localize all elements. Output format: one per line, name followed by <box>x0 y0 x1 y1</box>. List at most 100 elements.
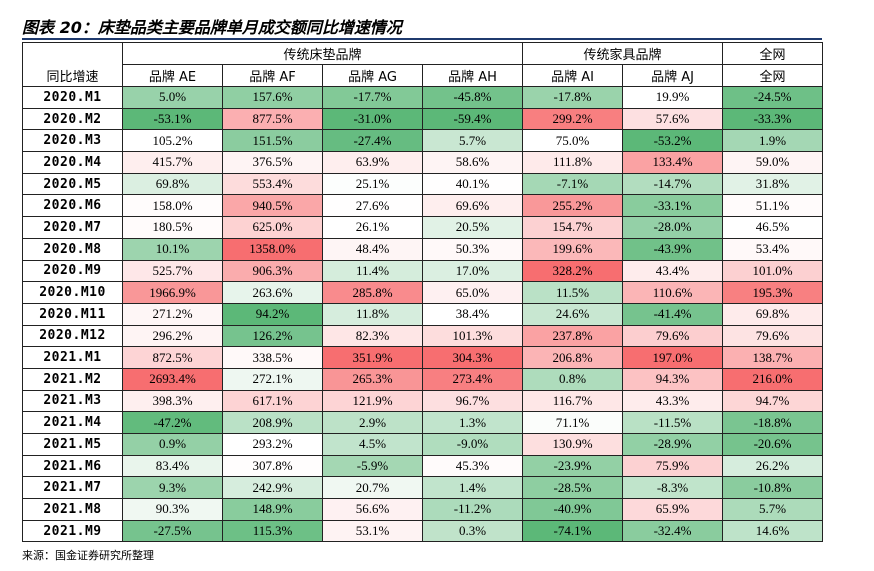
cell: 307.8% <box>222 454 323 478</box>
cell: 265.3% <box>322 367 423 391</box>
cell: 1.3% <box>421 411 524 434</box>
cell: 58.6% <box>421 151 524 174</box>
data-row: 2021.M3 398.3% 617.1% 121.9% 96.7% 116.7% 43.3… <box>22 389 824 413</box>
row-label: 2020.M9 <box>22 259 123 283</box>
cell: 272.1% <box>222 367 323 391</box>
cell: 56.6% <box>322 498 423 521</box>
cell: 877.5% <box>222 107 323 131</box>
cell: 154.7% <box>522 216 624 239</box>
cell: -40.9% <box>522 498 624 521</box>
row-label: 2021.M8 <box>22 498 123 521</box>
cell: 0.9% <box>122 433 223 456</box>
cell: 351.9% <box>322 346 423 369</box>
data-row: 2020.M10 1966.9% 263.6% 285.8% 65.0% 11.5% 110… <box>22 281 824 304</box>
row-label: 2020.M8 <box>22 237 123 261</box>
group-header: 传统床垫品牌 <box>121 42 524 65</box>
cell: 90.3% <box>122 498 223 521</box>
cell: 1.4% <box>421 476 524 500</box>
cell: -53.2% <box>622 129 724 153</box>
row-label: 2020.M4 <box>22 151 123 174</box>
cell: 20.5% <box>421 216 524 239</box>
data-row: 2020.M1 5.0% 157.6% -17.7% -45.8% -17.8% 19.9%… <box>22 86 824 109</box>
cell: 115.3% <box>222 519 323 543</box>
row-label: 2021.M1 <box>22 346 123 369</box>
cell: 296.2% <box>122 324 223 348</box>
cell: -47.2% <box>122 411 223 434</box>
cell: 5.0% <box>122 86 223 109</box>
corner-cell <box>22 42 123 65</box>
row-label: 2021.M4 <box>22 411 123 434</box>
cell: 75.0% <box>522 129 624 153</box>
row-label: 2020.M11 <box>22 302 123 326</box>
cell: 101.3% <box>421 324 524 348</box>
cell: -27.4% <box>322 129 423 153</box>
cell: 299.2% <box>522 107 624 131</box>
cell: -10.8% <box>722 476 824 500</box>
cell: -28.0% <box>622 216 724 239</box>
cell: 195.3% <box>722 281 824 304</box>
cell: -11.5% <box>622 411 724 434</box>
cell: -17.8% <box>522 86 624 109</box>
cell: 255.2% <box>522 194 624 218</box>
cell: -74.1% <box>522 519 624 543</box>
data-row: 2020.M5 69.8% 553.4% 25.1% 40.1% -7.1% -14.7% 3… <box>22 172 824 196</box>
column-header: 品牌 AG <box>322 64 423 87</box>
cell: -11.2% <box>421 498 524 521</box>
cell: 11.5% <box>522 281 624 304</box>
cell: -33.3% <box>722 107 824 131</box>
data-row: 2020.M2 -53.1% 877.5% -31.0% -59.4% 299.2% 57.… <box>22 107 824 131</box>
cell: 38.4% <box>421 302 524 326</box>
data-row: 2021.M5 0.9% 293.2% 4.5% -9.0% 130.9% -28.9% -2… <box>22 433 824 456</box>
row-label: 2021.M2 <box>22 367 123 391</box>
cell: 11.8% <box>322 302 423 326</box>
cell: 69.8% <box>722 302 824 326</box>
column-header-row: 同比增速 品牌 AE 品牌 AF 品牌 AG 品牌 AH 品牌 AI 品牌 AJ 全网 <box>22 64 824 87</box>
cell: 5.7% <box>722 498 824 521</box>
cell: -7.1% <box>522 172 624 196</box>
cell: 43.4% <box>622 259 724 283</box>
cell: -33.1% <box>622 194 724 218</box>
cell: 273.4% <box>421 367 524 391</box>
cell: 19.9% <box>622 86 724 109</box>
cell: -20.6% <box>722 433 824 456</box>
cell: 105.2% <box>122 129 223 153</box>
cell: 69.6% <box>421 194 524 218</box>
cell: -32.4% <box>622 519 724 543</box>
cell: 96.7% <box>421 389 524 413</box>
cell: 116.7% <box>522 389 624 413</box>
cell: 197.0% <box>622 346 724 369</box>
row-label: 2020.M7 <box>22 216 123 239</box>
data-row: 2021.M7 9.3% 242.9% 20.7% 1.4% -28.5% -8.3% -10… <box>22 476 824 500</box>
cell: 151.5% <box>222 129 323 153</box>
data-row: 2020.M11 271.2% 94.2% 11.8% 38.4% 24.6% -41.4%… <box>22 302 824 326</box>
row-label: 2020.M5 <box>22 172 123 196</box>
cell: 63.9% <box>322 151 423 174</box>
cell: 69.8% <box>122 172 223 196</box>
cell: 53.4% <box>722 237 824 261</box>
cell: -9.0% <box>421 433 524 456</box>
cell: -53.1% <box>122 107 223 131</box>
cell: 57.6% <box>622 107 724 131</box>
cell: 617.1% <box>222 389 323 413</box>
data-row: 2021.M8 90.3% 148.9% 56.6% -11.2% -40.9% 65.9%… <box>22 498 824 521</box>
cell: 0.8% <box>522 367 624 391</box>
column-header: 同比增速 <box>22 64 123 87</box>
cell: 59.0% <box>722 151 824 174</box>
cell: 940.5% <box>222 194 323 218</box>
cell: 79.6% <box>722 324 824 348</box>
data-row: 2020.M12 296.2% 126.2% 82.3% 101.3% 237.8% 79.… <box>22 324 824 348</box>
title-rule <box>22 38 822 40</box>
group-header: 全网 <box>722 42 824 65</box>
row-label: 2020.M1 <box>22 86 123 109</box>
cell: -18.8% <box>722 411 824 434</box>
cell: 237.8% <box>522 324 624 348</box>
cell: 111.8% <box>522 151 624 174</box>
cell: 158.0% <box>122 194 223 218</box>
cell: 625.0% <box>222 216 323 239</box>
cell: 180.5% <box>122 216 223 239</box>
cell: 51.1% <box>722 194 824 218</box>
cell: 14.6% <box>722 519 824 543</box>
data-row: 2020.M7 180.5% 625.0% 26.1% 20.5% 154.7% -28.0… <box>22 216 824 239</box>
column-header: 全网 <box>722 64 824 87</box>
cell: 4.5% <box>322 433 423 456</box>
